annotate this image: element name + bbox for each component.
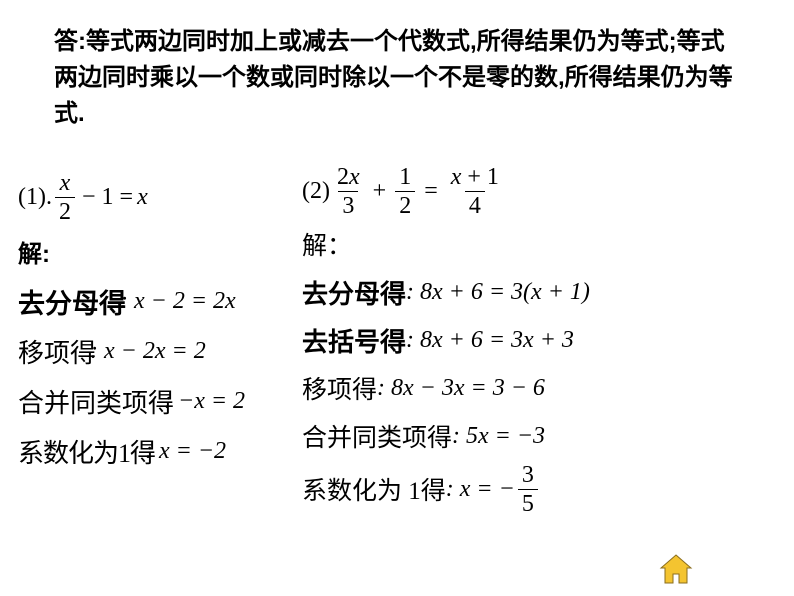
problem-2-column: (2) 2x 3 + 1 2 = x + 1 4 解： 去分母得 : 8x + … xyxy=(302,162,772,518)
jie-text: 解: xyxy=(18,234,50,269)
step-eq: : 8x + 6 = 3(x + 1) xyxy=(406,279,590,306)
step-label: 合并同类项得 xyxy=(302,418,452,454)
step-eq: : x − 2x = 2 xyxy=(90,338,206,365)
jie-text: 解： xyxy=(302,226,352,262)
frac-den: 3 xyxy=(338,191,358,218)
fraction-x-over-2: x 2 xyxy=(55,171,75,224)
solution-label: 解: xyxy=(18,226,318,276)
step-label: 合并同类项得 xyxy=(18,383,174,420)
step2-move-terms: 移项得 : 8x − 3x = 3 − 6 xyxy=(302,364,772,412)
step-eq: : x − 2 = 2x xyxy=(120,288,236,315)
step2-remove-denominator: 去分母得 : 8x + 6 = 3(x + 1) xyxy=(302,268,772,316)
step-label: 系数化为 1得 xyxy=(302,471,446,507)
step2-coefficient-one: 系数化为 1得 : x = − 3 5 xyxy=(302,460,772,518)
equals-op: = xyxy=(424,178,438,205)
fraction-1-over-2: 1 2 xyxy=(395,165,415,218)
problem-2-equation: (2) 2x 3 + 1 2 = x + 1 4 xyxy=(302,162,772,220)
plus-op: + xyxy=(373,178,387,205)
step-eq: : 8x + 6 = 3x + 3 xyxy=(406,327,574,354)
step-label: 去分母得 xyxy=(18,282,126,321)
step-label: 去分母得 xyxy=(302,274,406,311)
eq-mid: − 1 = xyxy=(82,184,133,211)
fraction-xplus1-over-4: x + 1 4 xyxy=(447,165,503,218)
frac-num: 1 xyxy=(395,165,415,191)
fraction-2x-over-3: 2x 3 xyxy=(333,165,364,218)
step2-remove-brackets: 去括号得 : 8x + 6 = 3x + 3 xyxy=(302,316,772,364)
home-icon[interactable] xyxy=(658,553,694,586)
step-eq-prefix: : x = − xyxy=(446,476,515,503)
solution-label-2: 解： xyxy=(302,220,772,268)
step-eq: : x = −2 xyxy=(145,438,226,465)
step2-combine-like-terms: 合并同类项得 : 5x = −3 xyxy=(302,412,772,460)
problem-1-equation: (1). x 2 − 1 = x xyxy=(18,168,318,226)
step-combine-like-terms: 合并同类项得 : −x = 2 xyxy=(18,376,318,426)
frac-num: 3 xyxy=(518,463,538,489)
step-label: 移项得 xyxy=(302,370,377,406)
problem-2-number: (2) xyxy=(302,178,330,205)
answer-paragraph: 答:等式两边同时加上或减去一个代数式,所得结果仍为等式;等式两边同时乘以一个数或… xyxy=(54,24,734,132)
step-label: 去括号得 xyxy=(302,322,406,359)
problem-1-column: (1). x 2 − 1 = x 解: 去分母得 : x − 2 = 2x 移项… xyxy=(18,168,318,476)
frac-den: 2 xyxy=(55,197,75,224)
frac-den: 4 xyxy=(465,191,485,218)
fraction-3-over-5: 3 5 xyxy=(518,463,538,516)
step-label: 系数化为1得 xyxy=(18,433,155,470)
step-eq: : −x = 2 xyxy=(164,388,245,415)
step-eq: : 8x − 3x = 3 − 6 xyxy=(377,375,545,402)
step-coefficient-one: 系数化为1得 : x = −2 xyxy=(18,426,318,476)
eq-rhs: x xyxy=(137,184,148,211)
step-eq: : 5x = −3 xyxy=(452,423,545,450)
step-remove-denominator: 去分母得 : x − 2 = 2x xyxy=(18,276,318,326)
frac-num: 2x xyxy=(333,165,364,191)
frac-den: 2 xyxy=(395,191,415,218)
step-label: 移项得 xyxy=(18,333,96,370)
problem-1-number: (1). xyxy=(18,184,52,211)
frac-num: x xyxy=(56,171,75,197)
frac-den: 5 xyxy=(518,489,538,516)
frac-num: x + 1 xyxy=(447,165,503,191)
step-move-terms: 移项得 : x − 2x = 2 xyxy=(18,326,318,376)
